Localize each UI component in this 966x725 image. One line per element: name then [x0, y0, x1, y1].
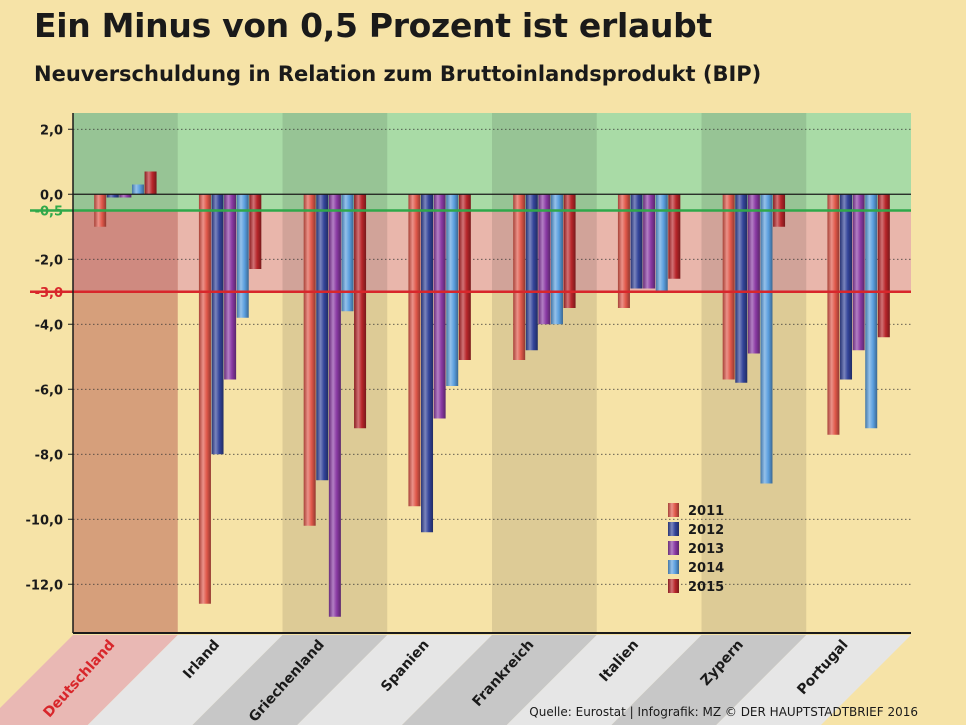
- bar-griechenland-2014: [341, 194, 354, 312]
- bar-frankreich-2013: [538, 194, 551, 325]
- category-band: [0, 635, 178, 725]
- legend-swatch: [668, 579, 679, 593]
- bar-italien-2012: [630, 194, 643, 289]
- bar-portugal-2015: [877, 194, 890, 338]
- bar-spanien-2015: [458, 194, 471, 360]
- y-tick-label: -8,0: [35, 448, 63, 463]
- zone-allowed: [73, 194, 911, 211]
- bar-frankreich-2015: [563, 194, 576, 308]
- legend-label: 2012: [688, 523, 724, 538]
- y-tick-label: -6,0: [35, 383, 63, 398]
- bar-griechenland-2013: [328, 194, 341, 617]
- legend-swatch: [668, 541, 679, 555]
- bar-spanien-2011: [408, 194, 421, 507]
- bar-irland-2015: [249, 194, 262, 269]
- bar-griechenland-2015: [354, 194, 367, 429]
- bar-zypern-2011: [722, 194, 735, 380]
- y-tick-label: -12,0: [26, 578, 63, 593]
- reference-line-label: -3,0: [35, 286, 63, 301]
- bar-italien-2011: [617, 194, 630, 308]
- category-stripe: [492, 113, 597, 633]
- category-band: [192, 635, 388, 725]
- category-band: [716, 635, 911, 725]
- legend-label: 2013: [688, 542, 724, 557]
- bar-deutschland-2014: [131, 184, 144, 195]
- bar-griechenland-2011: [303, 194, 316, 526]
- category-band: [402, 635, 597, 725]
- bar-irland-2011: [198, 194, 211, 604]
- category-band: [611, 635, 807, 725]
- bar-spanien-2012: [421, 194, 434, 533]
- bar-frankreich-2012: [525, 194, 538, 351]
- highlight-column-warning: [73, 210, 178, 292]
- legend-label: 2011: [688, 504, 724, 519]
- bar-italien-2015: [668, 194, 681, 279]
- legend-label: 2014: [688, 561, 724, 576]
- y-tick-label: -10,0: [26, 513, 63, 528]
- bar-griechenland-2012: [316, 194, 329, 481]
- bar-frankreich-2014: [550, 194, 563, 325]
- y-tick-label: -2,0: [35, 253, 63, 268]
- bar-irland-2013: [224, 194, 237, 380]
- bar-portugal-2011: [827, 194, 840, 435]
- bar-italien-2014: [655, 194, 668, 292]
- bar-portugal-2013: [852, 194, 865, 351]
- bar-zypern-2012: [735, 194, 748, 383]
- category-band: [506, 635, 702, 725]
- reference-line-label: -0,5: [35, 205, 63, 220]
- source-credit: Quelle: Eurostat | Infografik: MZ © DER …: [529, 705, 918, 719]
- bar-zypern-2013: [747, 194, 760, 354]
- y-tick-label: 2,0: [40, 123, 63, 138]
- bar-irland-2014: [236, 194, 249, 318]
- bar-portugal-2012: [840, 194, 853, 380]
- bar-frankreich-2011: [513, 194, 526, 360]
- bar-deutschland-2015: [144, 171, 157, 195]
- bar-deutschland-2012: [106, 194, 119, 198]
- chart-title: Ein Minus von 0,5 Prozent ist erlaubt: [34, 6, 712, 45]
- y-tick-label: 0,0: [40, 188, 63, 203]
- category-stripe: [73, 113, 178, 633]
- bar-spanien-2014: [446, 194, 459, 386]
- zone-above-zero: [73, 113, 911, 195]
- bar-zypern-2014: [760, 194, 773, 484]
- legend-swatch: [668, 503, 679, 517]
- bar-deutschland-2013: [119, 194, 132, 198]
- bar-portugal-2014: [865, 194, 878, 429]
- y-tick-label: -4,0: [35, 318, 63, 333]
- bar-italien-2013: [643, 194, 656, 289]
- bar-spanien-2013: [433, 194, 446, 419]
- bar-irland-2012: [211, 194, 224, 455]
- category-band: [87, 635, 283, 725]
- chart-subtitle: Neuverschuldung in Relation zum Bruttoin…: [34, 62, 762, 86]
- category-band: [297, 635, 492, 725]
- legend-swatch: [668, 560, 679, 574]
- legend-label: 2015: [688, 580, 724, 595]
- legend-swatch: [668, 522, 679, 536]
